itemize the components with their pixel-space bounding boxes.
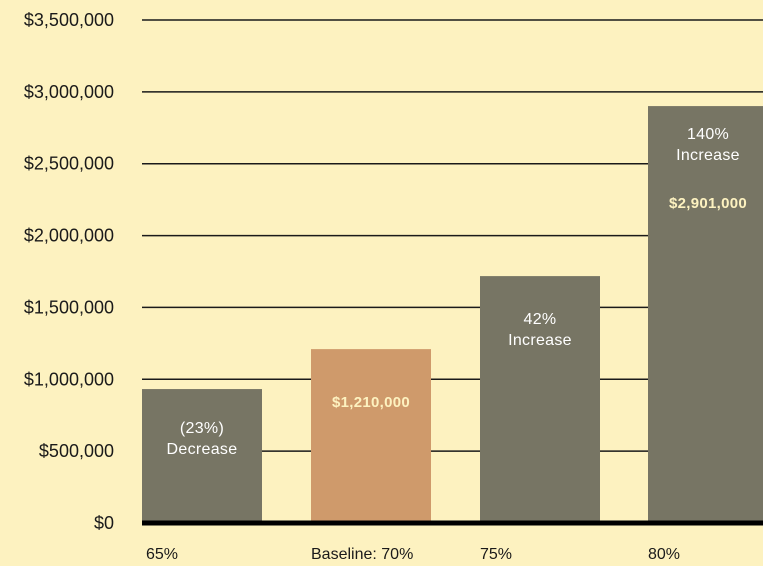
bar-annotation-text: (23%) [180,420,224,437]
bar-annotation-text: Increase [508,332,572,349]
y-tick-label: $2,000,000 [24,226,114,246]
x-category-label: 75% [480,546,512,563]
bar [311,349,431,523]
y-tick-label: $3,000,000 [24,82,114,102]
x-category-label: 80% [648,546,680,563]
bar-value-label: $2,901,000 [669,195,747,212]
x-category-label: Baseline: 70% [311,546,413,563]
y-tick-label: $500,000 [39,441,114,461]
y-tick-label: $2,500,000 [24,154,114,174]
bar [648,106,763,523]
x-category-label: 65% [146,546,178,563]
bar-annotation-text: 140% [687,126,729,143]
y-tick-label: $0 [94,513,114,533]
bar-annotation-text: Decrease [167,441,238,458]
x-axis-category-labels: 65% Baseline: 70% 75% 80% [146,546,680,563]
y-tick-label: $1,000,000 [24,369,114,389]
y-axis-tick-labels: $0 $500,000 $1,000,000 $1,500,000 $2,000,000… [24,10,114,533]
bar-annotation-text: 42% [524,311,557,328]
bars [142,106,763,523]
bar-annotation-text: Increase [676,147,740,164]
bar-value-label: $1,210,000 [332,394,410,411]
y-tick-label: $3,500,000 [24,10,114,30]
y-tick-label: $1,500,000 [24,297,114,317]
